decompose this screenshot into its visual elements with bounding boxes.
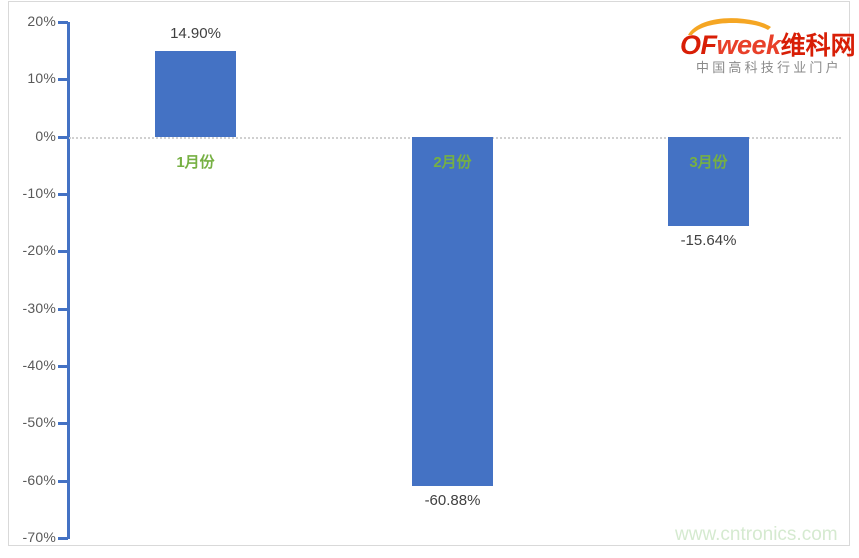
y-axis-tick-label-text: -60% [22,471,56,488]
logo-tagline: 中国高科技行业门户 [696,60,842,75]
bar[interactable] [668,136,749,227]
y-axis-tick [58,479,68,483]
y-axis-tick [58,365,68,368]
y-axis-tick [58,135,68,139]
y-axis-tick-label-text: -30% [22,299,56,316]
bar-category-label: 1月份 [176,153,215,171]
bar[interactable] [412,136,493,486]
y-axis-tick-label-text: -70% [22,529,56,545]
ofweek-logo: OFweek维科网 中国高科技行业门户 [680,16,856,75]
bar-value-label: -60.88% [424,491,481,509]
y-axis-tick [58,422,68,426]
y-axis-line [67,22,70,539]
site-watermark: www.cntronics.com [675,524,838,545]
y-axis-tick [58,193,68,196]
y-axis-tick-label-text: 10% [27,70,56,87]
y-axis-tick-label-text: -10% [22,185,56,201]
bar-value-label: 14.90% [170,25,221,43]
y-axis-tick-label: 0% [0,128,56,146]
y-axis-tick-label: -20% [0,242,56,260]
y-axis-tick-label: -70% [0,529,56,547]
y-axis-tick-label: -50% [0,414,56,432]
logo-chinese-text: 维科网 [780,32,856,60]
bar-value-label: -15.64% [680,232,737,250]
bar-category-label: 2月份 [433,153,472,171]
y-axis-tick-label: 10% [0,70,56,88]
y-axis-tick-label-text: -40% [22,357,56,373]
logo-of-text: OF [680,30,717,60]
logo-wordmark: OFweek维科网 [680,26,856,60]
bar-category-label: 3月份 [689,153,728,171]
y-axis-tick-label: 20% [0,13,56,31]
y-axis-tick-label: -10% [0,185,56,203]
y-axis-tick [58,250,68,254]
y-axis-tick [58,537,68,540]
y-axis-tick-label: -30% [0,300,56,318]
logo-swoosh-icon [688,18,771,35]
y-axis-tick [58,307,68,311]
y-axis-tick-label-text: 20% [27,13,56,29]
y-axis-tick-label-text: -50% [22,414,56,431]
y-axis-tick-label-text: -20% [22,242,56,259]
y-axis-tick [58,78,68,82]
y-axis-tick-label: -60% [0,472,56,490]
logo-week-text: week [716,30,782,60]
y-axis-tick-label: -40% [0,357,56,375]
y-axis-tick [58,21,68,24]
y-axis-tick-label-text: 0% [35,127,56,144]
bar[interactable] [155,51,236,137]
